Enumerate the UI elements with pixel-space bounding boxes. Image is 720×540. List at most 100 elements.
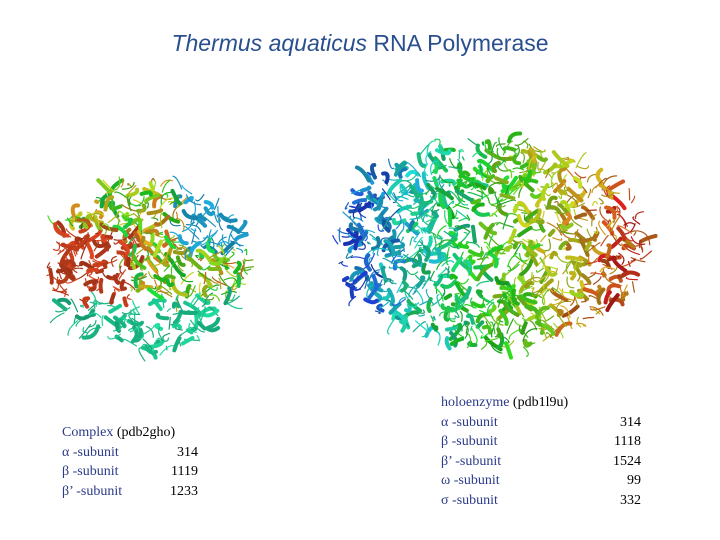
ribbon	[387, 158, 395, 170]
ribbon	[352, 270, 368, 285]
ribbon	[112, 274, 121, 285]
ribbon	[128, 313, 135, 324]
ribbon	[556, 308, 564, 318]
ribbon	[130, 248, 134, 264]
ribbon	[554, 212, 567, 217]
ribbon	[429, 270, 435, 282]
ribbon	[200, 244, 206, 250]
ribbon	[455, 209, 469, 220]
ribbon	[573, 208, 577, 216]
ribbon	[153, 274, 167, 283]
ribbon	[467, 191, 484, 198]
ribbon	[447, 190, 461, 203]
ribbon	[366, 241, 371, 245]
ribbon	[485, 174, 496, 184]
ribbon	[598, 183, 614, 200]
ribbon	[430, 322, 439, 332]
ribbon	[491, 160, 501, 174]
ribbon	[59, 264, 76, 282]
ribbon	[183, 300, 202, 316]
ribbon	[172, 336, 182, 353]
ribbon	[130, 306, 140, 312]
ribbon	[92, 208, 98, 220]
protein-structures	[46, 131, 658, 362]
ribbon	[107, 231, 113, 243]
ribbon	[542, 319, 555, 331]
ribbon	[371, 236, 381, 251]
ribbon	[161, 179, 171, 193]
ribbon	[566, 276, 575, 289]
ribbon	[415, 275, 426, 289]
ribbon	[418, 240, 429, 253]
block-id: (pdb1l9u)	[512, 395, 569, 410]
ribbon	[419, 299, 432, 306]
ribbon	[589, 306, 606, 311]
ribbon	[343, 228, 359, 247]
ribbon	[486, 246, 494, 256]
ribbon	[165, 345, 168, 351]
ribbon	[65, 279, 78, 284]
ribbon	[639, 233, 658, 244]
ribbon	[391, 217, 407, 226]
ribbon	[532, 274, 538, 283]
ribbon	[417, 144, 429, 159]
ribbon	[542, 323, 556, 336]
ribbon	[94, 199, 100, 204]
ribbon	[499, 199, 516, 206]
block-name: Complex	[62, 425, 114, 440]
ribbon	[237, 259, 245, 275]
ribbon	[80, 243, 88, 260]
ribbon	[578, 238, 590, 257]
ribbon	[525, 246, 538, 257]
ribbon	[74, 312, 93, 321]
ribbon	[449, 336, 465, 346]
subunit-length: 314	[177, 444, 198, 460]
ribbon	[497, 202, 509, 217]
ribbon	[198, 282, 203, 298]
ribbon	[82, 296, 91, 309]
ribbon	[92, 239, 110, 249]
ribbon	[218, 217, 224, 231]
ribbon	[412, 290, 417, 295]
ribbon	[106, 304, 117, 311]
ribbon	[121, 309, 132, 315]
ribbon	[191, 231, 196, 245]
ribbon	[122, 296, 129, 308]
ribbon	[118, 316, 131, 325]
ribbon	[444, 336, 452, 351]
ribbon	[441, 260, 455, 267]
ribbon	[168, 316, 171, 330]
ribbon	[432, 176, 439, 188]
ribbon	[388, 266, 402, 269]
ribbon	[488, 186, 495, 195]
ribbon	[521, 169, 533, 182]
ribbon	[147, 298, 167, 306]
ribbon	[481, 252, 487, 261]
ribbon	[82, 326, 88, 334]
ribbon	[616, 255, 623, 260]
ribbon	[92, 260, 101, 265]
ribbon	[516, 213, 530, 228]
ribbon	[388, 302, 402, 315]
ribbon	[440, 279, 457, 289]
ribbon	[381, 171, 390, 185]
ribbon	[233, 260, 242, 275]
ribbon	[618, 252, 625, 265]
ribbon	[446, 253, 449, 266]
ribbon	[101, 314, 104, 327]
ribbon	[113, 288, 120, 294]
ribbon	[349, 283, 355, 299]
ribbon	[369, 233, 383, 246]
ribbon	[179, 310, 198, 315]
ribbon	[478, 257, 489, 261]
ribbon	[558, 240, 568, 251]
ribbon	[82, 214, 91, 230]
ribbon	[561, 211, 572, 226]
ribbon	[512, 217, 521, 224]
ribbon	[607, 220, 611, 224]
ribbon	[574, 228, 579, 238]
ribbon	[129, 311, 137, 316]
ribbon	[631, 230, 637, 236]
ribbon	[392, 192, 397, 204]
ribbon	[113, 176, 121, 191]
